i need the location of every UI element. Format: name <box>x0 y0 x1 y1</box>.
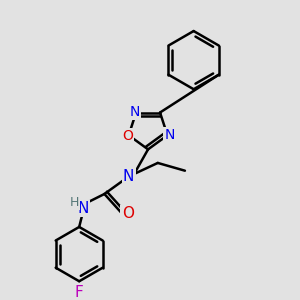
Text: O: O <box>122 206 134 221</box>
Text: N: N <box>77 201 89 216</box>
Text: H: H <box>70 196 79 209</box>
Text: O: O <box>122 129 133 143</box>
Text: F: F <box>75 285 84 300</box>
Text: N: N <box>130 104 140 118</box>
Text: N: N <box>164 128 175 142</box>
Text: N: N <box>123 169 134 184</box>
